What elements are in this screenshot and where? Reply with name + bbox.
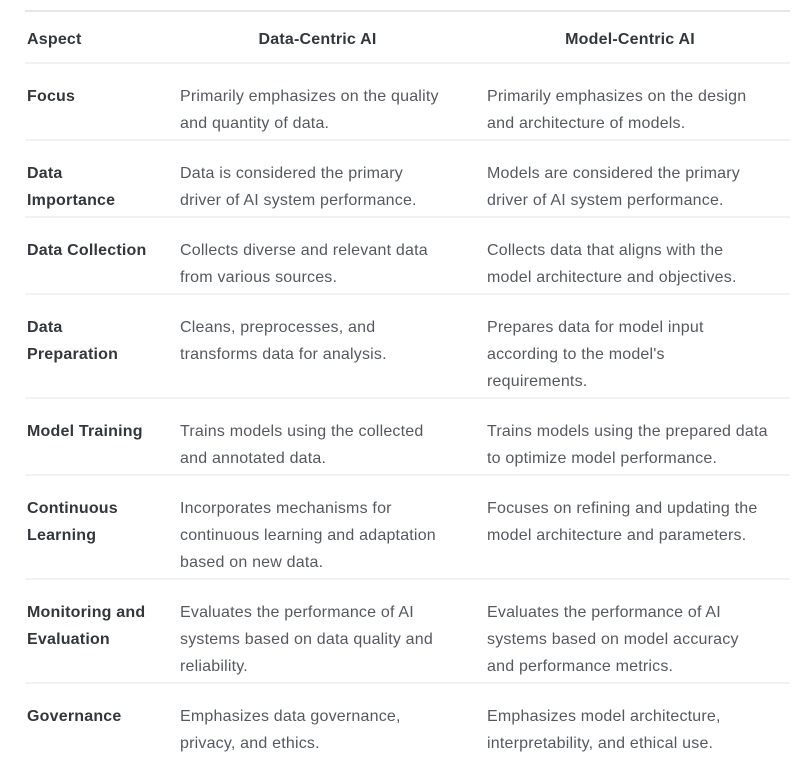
- cell-data-centric: Collects diverse and relevant data from …: [165, 217, 470, 295]
- cell-data-centric: Data is considered the primary driver of…: [165, 140, 470, 218]
- table-row: Focus Primarily emphasizes on the qualit…: [25, 63, 790, 141]
- cell-data-centric: Evaluates the performance of AI systems …: [165, 579, 470, 684]
- cell-data-centric: Trains models using the collected and an…: [165, 398, 470, 476]
- cell-data-centric: Cleans, preprocesses, and transforms dat…: [165, 294, 470, 399]
- cell-model-centric: Models are considered the primary driver…: [470, 140, 790, 218]
- cell-aspect: Focus: [25, 63, 165, 141]
- cell-model-centric: Trains models using the prepared data to…: [470, 398, 790, 476]
- cell-data-centric: Primarily emphasizes on the quality and …: [165, 63, 470, 141]
- table-row: Governance Emphasizes data governance, p…: [25, 683, 790, 759]
- table-row: Monitoring and Evaluation Evaluates the …: [25, 579, 790, 684]
- table-row: Continuous Learning Incorporates mechani…: [25, 475, 790, 580]
- table-header-row: Aspect Data-Centric AI Model-Centric AI: [25, 11, 790, 64]
- cell-aspect: Data Collection: [25, 217, 165, 295]
- table-row: Data Collection Collects diverse and rel…: [25, 217, 790, 295]
- table-row: Data Preparation Cleans, preprocesses, a…: [25, 294, 790, 399]
- comparison-table: Aspect Data-Centric AI Model-Centric AI …: [25, 10, 790, 759]
- cell-model-centric: Emphasizes model architecture, interpret…: [487, 708, 721, 752]
- cell-data-centric: Incorporates mechanisms for continuous l…: [165, 475, 470, 580]
- column-header-model-centric: Model-Centric AI: [470, 11, 790, 64]
- cell-model-centric: Evaluates the performance of AI systems …: [470, 579, 790, 684]
- cell-aspect: Monitoring and Evaluation: [25, 579, 165, 684]
- cell-aspect: Data Importance: [25, 140, 165, 218]
- table-row: Data Importance Data is considered the p…: [25, 140, 790, 218]
- cell-model-centric: Focuses on refining and updating the mod…: [470, 475, 790, 580]
- cell-aspect: Governance: [27, 708, 122, 725]
- cell-aspect: Model Training: [25, 398, 165, 476]
- cell-data-centric: Emphasizes data governance, privacy, and…: [180, 708, 401, 752]
- table-row: Model Training Trains models using the c…: [25, 398, 790, 476]
- column-header-data-centric: Data-Centric AI: [165, 11, 470, 64]
- cell-aspect: Continuous Learning: [25, 475, 165, 580]
- cell-model-centric: Collects data that aligns with the model…: [470, 217, 790, 295]
- column-header-aspect: Aspect: [25, 11, 165, 64]
- cell-model-centric: Primarily emphasizes on the design and a…: [470, 63, 790, 141]
- cell-model-centric: Prepares data for model input according …: [470, 294, 790, 399]
- cell-aspect: Data Preparation: [25, 294, 165, 399]
